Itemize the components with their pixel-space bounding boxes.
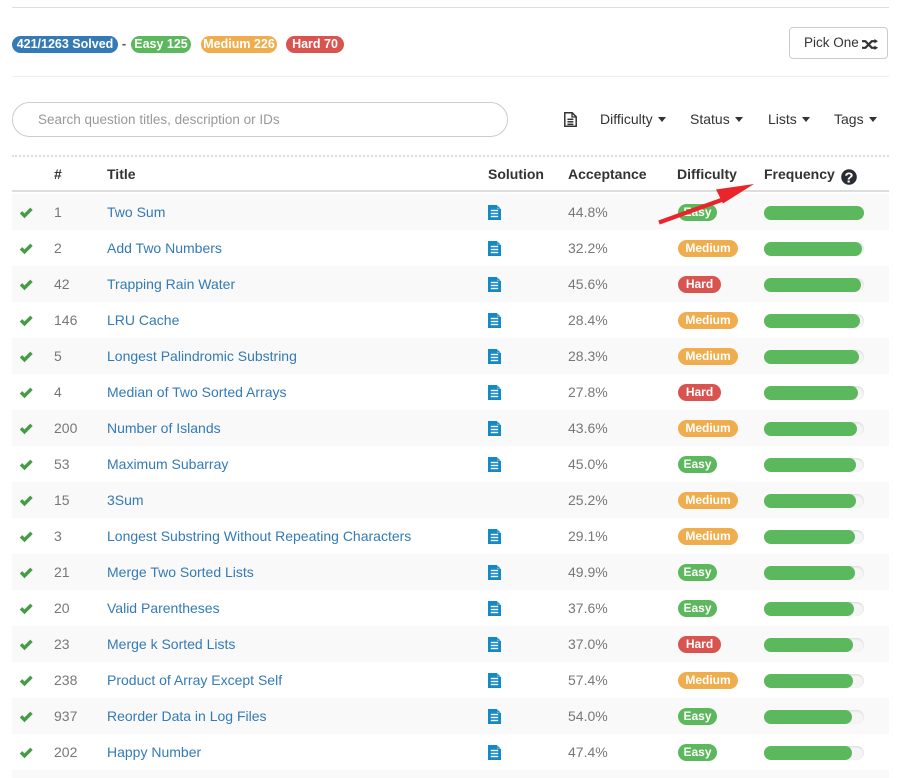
svg-text:?: ? (844, 169, 853, 185)
